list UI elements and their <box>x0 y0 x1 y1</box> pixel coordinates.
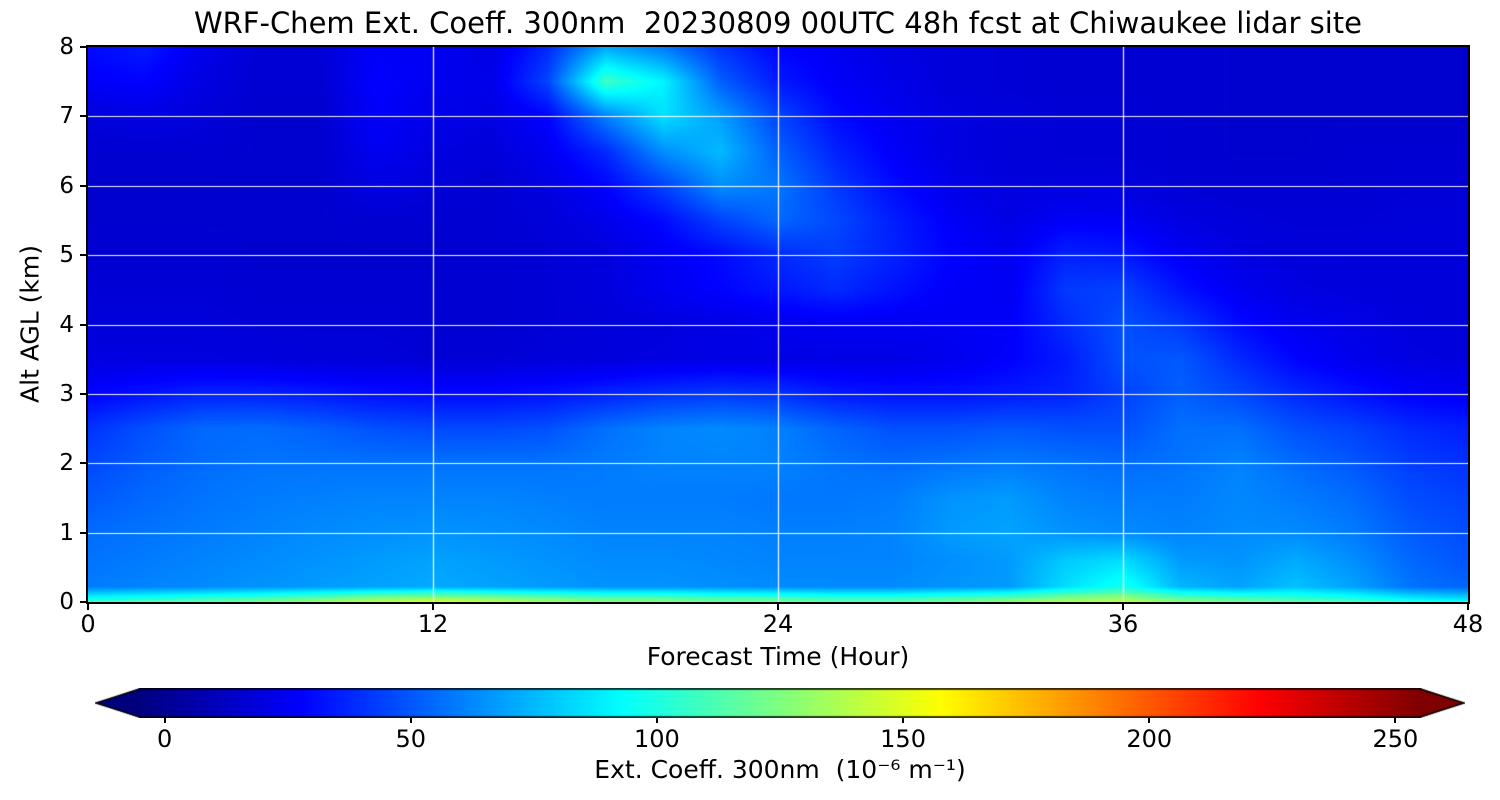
y-tick-mark <box>80 254 86 257</box>
y-tick-label: 0 <box>59 589 74 615</box>
colorbar-tick-label: 0 <box>156 725 173 753</box>
colorbar-tick-mark <box>163 718 166 723</box>
x-tick-mark <box>1467 604 1469 610</box>
x-tick-mark <box>432 604 434 610</box>
y-tick-label: 5 <box>59 242 74 269</box>
x-tick-mark <box>87 604 89 610</box>
colorbar-tick-mark <box>902 718 905 723</box>
colorbar-canvas <box>95 688 1465 718</box>
x-tick-label: 12 <box>417 610 449 638</box>
plot-area <box>86 45 1470 604</box>
x-tick-mark <box>1122 604 1124 610</box>
x-axis-label: Forecast Time (Hour) <box>646 642 910 671</box>
y-tick-mark <box>80 531 86 534</box>
colorbar-tick-label: 200 <box>1126 725 1173 753</box>
y-tick-label: 4 <box>59 311 74 338</box>
y-tick-mark <box>80 46 86 48</box>
x-tick-mark <box>777 604 779 610</box>
colorbar-tick-label: 150 <box>880 725 926 753</box>
colorbar-tick-mark <box>1394 718 1397 723</box>
y-tick-label: 6 <box>59 172 74 199</box>
colorbar-label: Ext. Coeff. 300nm (10⁻⁶ m⁻¹) <box>594 755 966 784</box>
x-tick-label: 36 <box>1107 610 1139 638</box>
y-tick-mark <box>80 323 86 326</box>
y-tick-label: 2 <box>59 450 74 477</box>
y-tick-label: 1 <box>59 519 74 546</box>
y-tick-mark <box>80 462 86 465</box>
heatmap-canvas <box>88 47 1468 602</box>
y-tick-label: 8 <box>59 34 74 60</box>
x-tick-label: 0 <box>80 610 96 638</box>
chart-title: WRF-Chem Ext. Coeff. 300nm 20230809 00UT… <box>193 6 1363 40</box>
colorbar-tick-mark <box>655 718 658 723</box>
colorbar-tick-label: 100 <box>634 725 680 753</box>
colorbar-tick-label: 50 <box>395 725 427 753</box>
y-tick-mark <box>80 184 86 187</box>
y-tick-label: 7 <box>59 103 74 130</box>
colorbar-tick-mark <box>1148 718 1151 723</box>
colorbar-tick-label: 250 <box>1372 725 1419 753</box>
y-tick-label: 3 <box>59 380 74 407</box>
colorbar-tick-mark <box>409 718 412 723</box>
x-tick-label: 48 <box>1452 610 1484 638</box>
y-tick-mark <box>80 115 86 118</box>
x-tick-label: 24 <box>762 610 794 638</box>
y-tick-mark <box>80 392 86 395</box>
y-tick-mark <box>80 601 86 603</box>
